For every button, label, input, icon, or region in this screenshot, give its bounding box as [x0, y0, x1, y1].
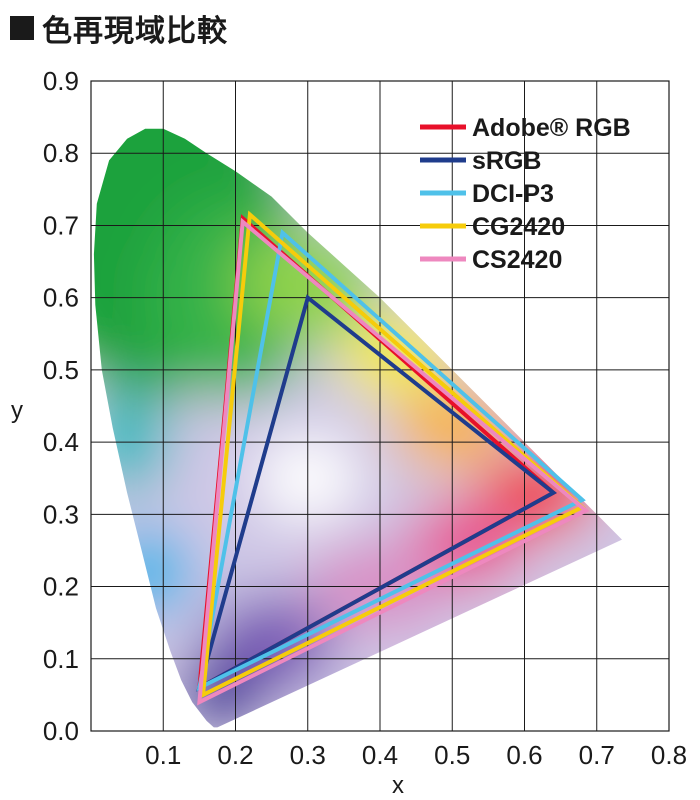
gamut-triangle-cg2420: [200, 210, 586, 699]
gamut-triangle-dci-p3: [196, 228, 586, 692]
legend-label: CS2420: [472, 246, 562, 274]
legend-label: DCI-P3: [472, 180, 554, 208]
y-tick-label: 0.7: [43, 210, 79, 240]
legend-label: CG2420: [472, 213, 565, 241]
legend: Adobe® RGB sRGB DCI-P3 CG2420 CS2420: [420, 114, 631, 274]
y-tick-label: 0.0: [43, 716, 79, 746]
x-tick-label: 0.2: [217, 740, 253, 770]
y-tick-labels: 0.0 0.1 0.2 0.3 0.4 0.5 0.6 0.7 0.8 0.9: [43, 66, 79, 746]
gamut-triangle-srgb: [196, 294, 557, 692]
grid: [91, 81, 669, 731]
legend-label: Adobe® RGB: [472, 114, 631, 142]
y-tick-label: 0.8: [43, 138, 79, 168]
y-tick-label: 0.3: [43, 499, 79, 529]
y-tick-label: 0.4: [43, 427, 79, 457]
y-tick-label: 0.9: [43, 66, 79, 96]
x-tick-label: 0.6: [506, 740, 542, 770]
x-tick-label: 0.5: [434, 740, 470, 770]
y-axis-label: y: [11, 397, 23, 424]
x-axis-label: x: [392, 772, 404, 799]
x-tick-label: 0.1: [145, 740, 181, 770]
gamut-series: [196, 210, 590, 706]
y-tick-label: 0.1: [43, 644, 79, 674]
y-tick-label: 0.5: [43, 355, 79, 385]
x-tick-labels: 0.1 0.2 0.3 0.4 0.5 0.6 0.7 0.8: [145, 740, 687, 770]
chart-title-text: 色再現域比較: [42, 14, 228, 49]
x-tick-label: 0.3: [290, 740, 326, 770]
x-tick-label: 0.7: [579, 740, 615, 770]
x-tick-label: 0.4: [362, 740, 398, 770]
chart-title: 色再現域比較: [10, 6, 228, 50]
y-tick-label: 0.6: [43, 283, 79, 313]
gamut-triangle-cs2420: [197, 217, 590, 706]
x-tick-label: 0.8: [651, 740, 687, 770]
plot-frame: [90, 80, 670, 732]
spectral-locus-area: [93, 128, 622, 728]
legend-label: sRGB: [472, 147, 541, 175]
title-square-icon: [10, 16, 34, 40]
y-tick-label: 0.2: [43, 572, 79, 602]
